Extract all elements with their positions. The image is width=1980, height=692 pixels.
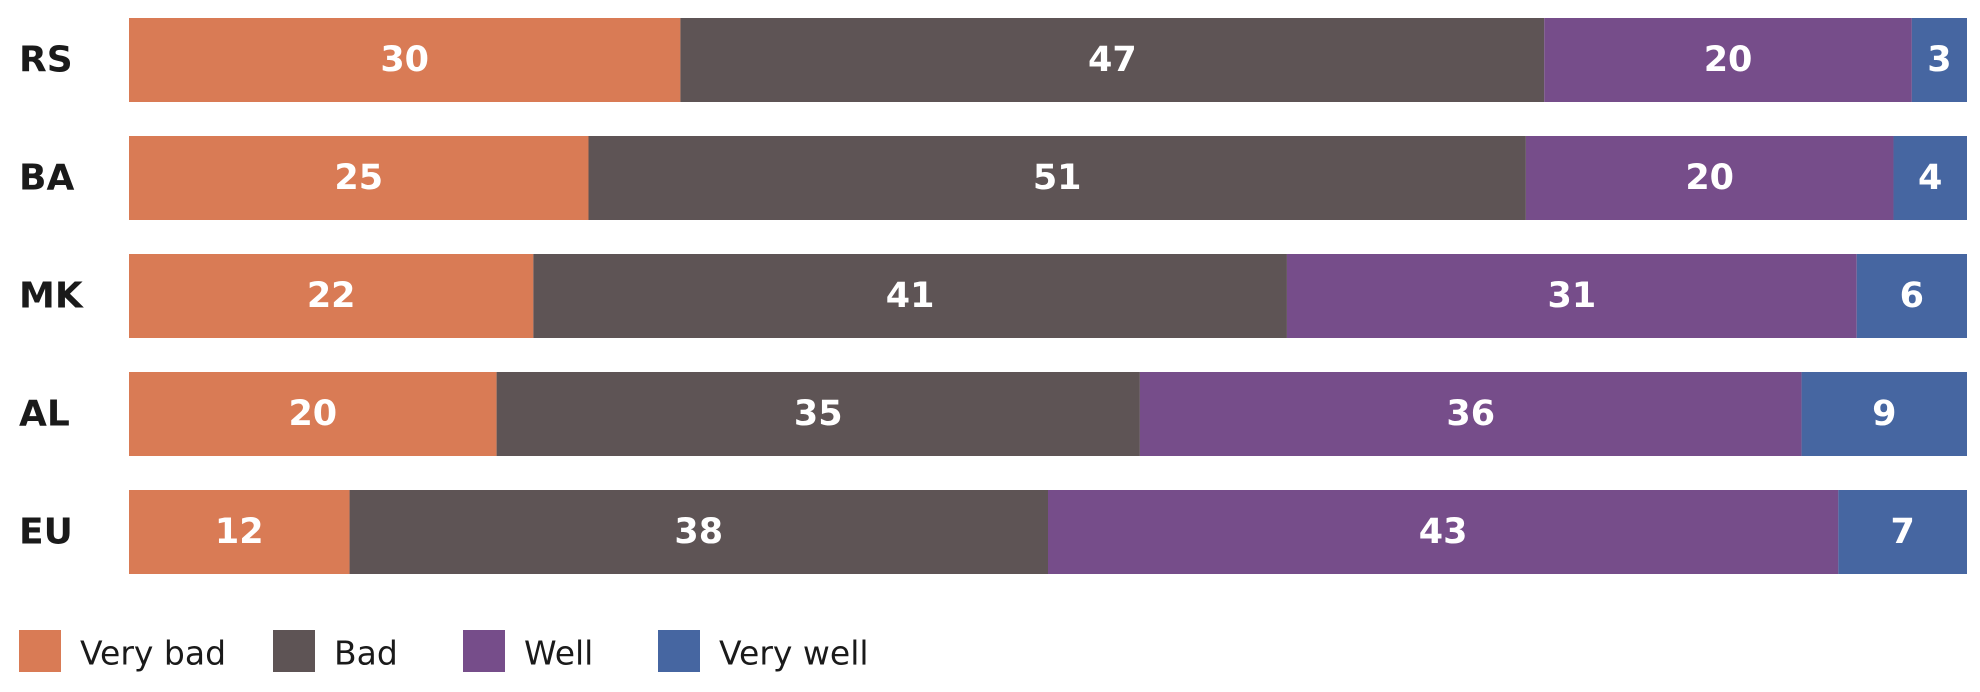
bar-mk-very-well <box>1856 254 1967 338</box>
legend-swatch-very-bad <box>19 630 61 672</box>
data-label-eu-bad: 38 <box>674 512 723 552</box>
legend-swatch-bad <box>273 630 315 672</box>
bar-al-bad <box>496 372 1140 456</box>
bar-segment-group: 51 <box>588 136 1526 220</box>
bar-rs-very-well <box>1911 18 1967 102</box>
legend-label-very-bad: Very bad <box>80 634 226 673</box>
data-label-al-very-bad: 20 <box>288 394 337 434</box>
bar-segment-group: 9 <box>1801 372 1967 456</box>
legend-swatch-very-well <box>658 630 700 672</box>
legend: Very bad Bad Well Very well <box>19 630 869 673</box>
category-label-rs: RS <box>19 40 73 81</box>
data-label-mk-well: 31 <box>1547 276 1596 316</box>
bar-segment-group: 35 <box>496 372 1140 456</box>
category-label-al: AL <box>19 394 70 435</box>
bar-segment-group: 7 <box>1838 490 1967 574</box>
category-labels: RS BA MK AL EU <box>19 40 84 553</box>
bar-eu-well <box>1048 490 1839 574</box>
bar-eu-very-bad <box>129 490 350 574</box>
bar-eu-very-well <box>1838 490 1967 574</box>
data-label-al-well: 36 <box>1446 394 1495 434</box>
data-label-mk-very-bad: 22 <box>307 276 356 316</box>
bar-ba-bad <box>588 136 1526 220</box>
data-label-rs-well: 20 <box>1704 40 1753 80</box>
category-label-mk: MK <box>19 276 84 317</box>
data-label-rs-very-bad: 30 <box>380 40 429 80</box>
bar-mk-very-bad <box>129 254 534 338</box>
bar-segment-group: 31 <box>1286 254 1857 338</box>
bar-mk-bad <box>533 254 1287 338</box>
bar-segment-group: 43 <box>1048 490 1839 574</box>
data-label-al-very-well: 9 <box>1872 394 1896 434</box>
data-label-rs-bad: 47 <box>1088 40 1137 80</box>
data-label-ba-bad: 51 <box>1033 158 1082 198</box>
category-label-ba: BA <box>19 158 74 199</box>
bar-al-very-well <box>1801 372 1967 456</box>
bar-al-very-bad <box>129 372 497 456</box>
bar-rs-bad <box>680 18 1545 102</box>
category-label-eu: EU <box>19 512 73 553</box>
data-label-ba-well: 20 <box>1685 158 1734 198</box>
bar-segment-group: 4 <box>1893 136 1967 220</box>
legend-item-bad: Bad <box>273 630 398 673</box>
bar-segment-group: 12 <box>129 490 350 574</box>
data-label-mk-very-well: 6 <box>1900 276 1924 316</box>
data-label-eu-very-bad: 12 <box>215 512 264 552</box>
bar-rs-well <box>1544 18 1912 102</box>
bar-ba-very-well <box>1893 136 1967 220</box>
bar-segment-group: 30 <box>129 18 681 102</box>
bar-segment-group: 3 <box>1911 18 1967 102</box>
bar-ba-very-bad <box>129 136 589 220</box>
bar-segment-group: 20 <box>1525 136 1894 220</box>
data-label-eu-very-well: 7 <box>1890 512 1914 552</box>
bar-al-well <box>1139 372 1802 456</box>
bar-ba-well <box>1525 136 1894 220</box>
data-label-eu-well: 43 <box>1419 512 1468 552</box>
bars-layer: 30 47 20 3 25 51 20 4 22 41 31 6 20 35 36 9 12 38 43 7 <box>129 18 1967 574</box>
legend-label-very-well: Very well <box>719 634 869 673</box>
bar-segment-group: 22 <box>129 254 534 338</box>
legend-label-bad: Bad <box>334 634 398 673</box>
bar-segment-group: 47 <box>680 18 1545 102</box>
bar-rs-very-bad <box>129 18 681 102</box>
bar-segment-group: 38 <box>349 490 1048 574</box>
legend-item-well: Well <box>463 630 593 673</box>
legend-item-very-well: Very well <box>658 630 869 673</box>
bar-segment-group: 25 <box>129 136 589 220</box>
data-label-mk-bad: 41 <box>886 276 935 316</box>
legend-item-very-bad: Very bad <box>19 630 226 673</box>
bar-segment-group: 41 <box>533 254 1287 338</box>
data-label-ba-very-bad: 25 <box>334 158 383 198</box>
bar-eu-bad <box>349 490 1048 574</box>
bar-segment-group: 20 <box>129 372 497 456</box>
data-label-ba-very-well: 4 <box>1918 158 1942 198</box>
data-label-rs-very-well: 3 <box>1927 40 1951 80</box>
data-label-al-bad: 35 <box>794 394 843 434</box>
bar-segment-group: 36 <box>1139 372 1802 456</box>
bar-mk-well <box>1286 254 1857 338</box>
legend-swatch-well <box>463 630 505 672</box>
bar-segment-group: 6 <box>1856 254 1967 338</box>
bar-segment-group: 20 <box>1544 18 1912 102</box>
legend-label-well: Well <box>524 634 593 673</box>
